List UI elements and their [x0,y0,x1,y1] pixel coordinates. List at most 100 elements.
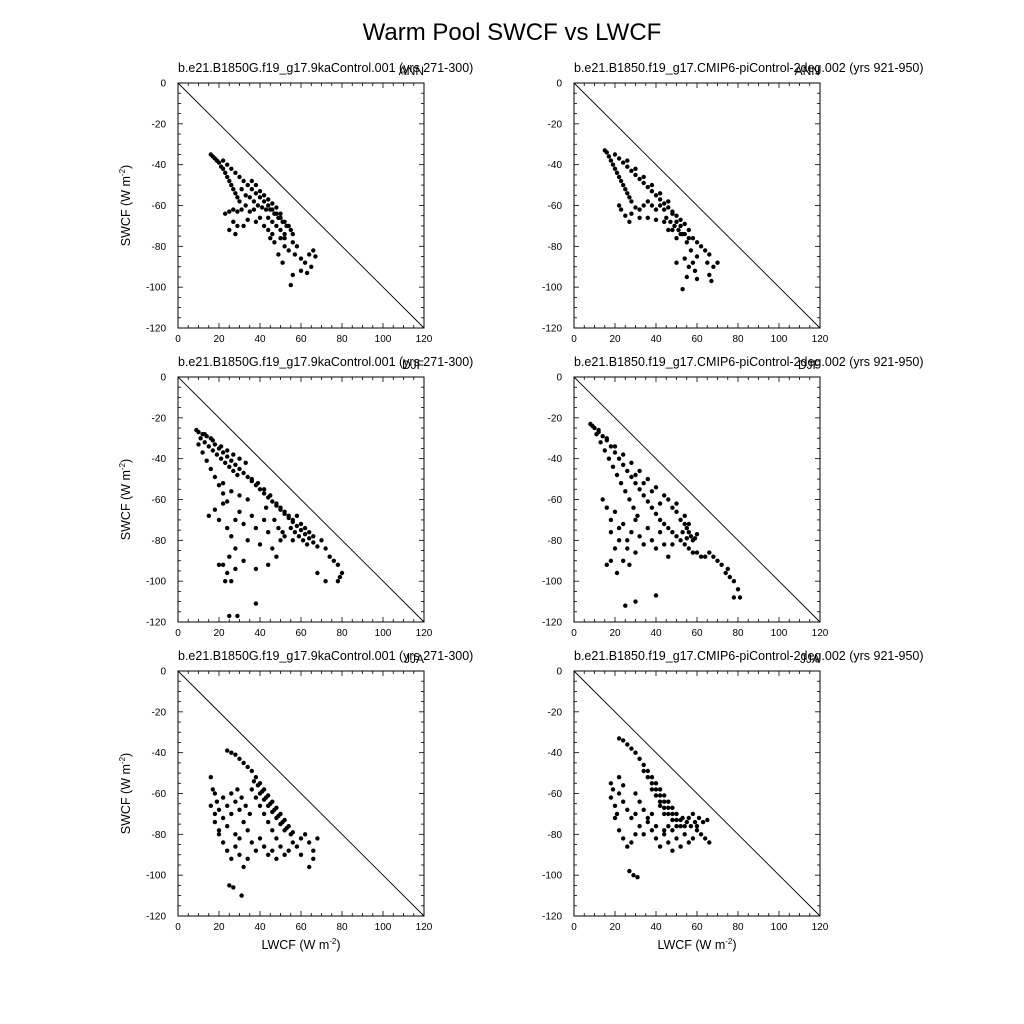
data-point [635,875,640,880]
x-tick-label: 60 [691,922,703,933]
data-point [618,481,624,486]
data-point [657,844,663,849]
data-point [311,540,316,545]
data-point [266,562,271,567]
y-tick-label: -100 [542,577,562,588]
data-point [282,236,287,241]
data-point [270,219,275,224]
data-point [327,554,332,559]
data-point [616,791,622,796]
data-point [243,193,248,198]
data-point [227,178,232,184]
data-point [666,205,671,210]
x-tick-label: 120 [416,628,433,639]
data-point [266,203,271,208]
data-point [598,440,603,445]
data-point [625,164,630,169]
data-point [674,219,679,224]
data-point [657,793,663,798]
data-point [612,152,618,157]
data-point [270,546,275,551]
x-tick-label: 100 [771,628,788,639]
data-point [698,554,704,559]
data-point [670,211,675,216]
data-point [688,534,694,539]
data-point [208,775,213,780]
data-point [684,274,689,280]
data-point [657,191,663,196]
data-point [670,817,675,823]
data-point [196,429,201,435]
y-tick-label: -80 [548,830,563,841]
data-point [614,472,620,478]
data-point [657,203,663,208]
data-point [635,513,640,518]
data-point [670,848,675,853]
data-point [637,824,642,829]
data-point [288,282,293,288]
data-point [629,168,634,173]
data-point [335,562,341,567]
data-point [268,236,273,241]
data-point [220,815,226,821]
data-point [608,530,614,535]
y-tick-label: -120 [542,618,562,629]
data-point [220,795,226,800]
data-point [641,493,646,498]
data-point [241,178,246,184]
data-point [268,493,273,498]
data-point [621,160,626,165]
data-point [633,481,638,486]
data-point [292,530,298,535]
data-point [625,468,630,474]
data-point [251,207,257,212]
data-point [629,211,634,216]
data-point [694,550,700,555]
y-tick-label: -20 [548,707,563,718]
data-point [649,505,655,510]
x-tick-label: 80 [732,334,744,345]
data-point [682,521,687,527]
data-point [268,207,273,212]
data-point [229,750,234,755]
data-point [664,215,669,220]
data-point [715,260,720,265]
data-point [645,768,650,774]
data-point [645,525,650,531]
data-point [600,434,605,439]
data-point [233,832,238,837]
data-point [331,558,336,563]
data-point [637,215,642,220]
data-point [229,579,234,584]
data-point [239,893,244,898]
data-point [694,828,700,833]
scatter-panel-2: 0 20 40 60 80 100 120 0 -20 -40 -60 -80 -100 -120 b.e2… [542,61,924,345]
panel-title: b.e21.B1850G.f19_g17.9kaControl.001 (yrs… [178,355,473,369]
data-point [247,209,252,214]
data-point [272,240,277,245]
x-tick-label: 40 [650,628,662,639]
data-point [627,219,632,224]
data-point [674,509,679,514]
data-point [298,527,304,533]
data-point [210,787,215,792]
data-point [612,815,618,821]
data-point [278,236,283,241]
data-point [680,530,685,535]
data-point [284,223,289,229]
data-point [684,536,689,541]
y-tick-label: -60 [152,789,167,800]
x-tick-label: 60 [691,334,703,345]
data-point [731,579,737,584]
data-point [707,272,712,278]
data-point [604,436,609,441]
data-point [237,852,242,857]
data-point [623,489,628,494]
data-point [633,172,638,178]
data-point [666,554,671,559]
data-point [323,546,328,551]
data-point [737,595,743,600]
data-point [629,746,634,751]
data-point [690,811,696,817]
data-point [249,178,254,184]
